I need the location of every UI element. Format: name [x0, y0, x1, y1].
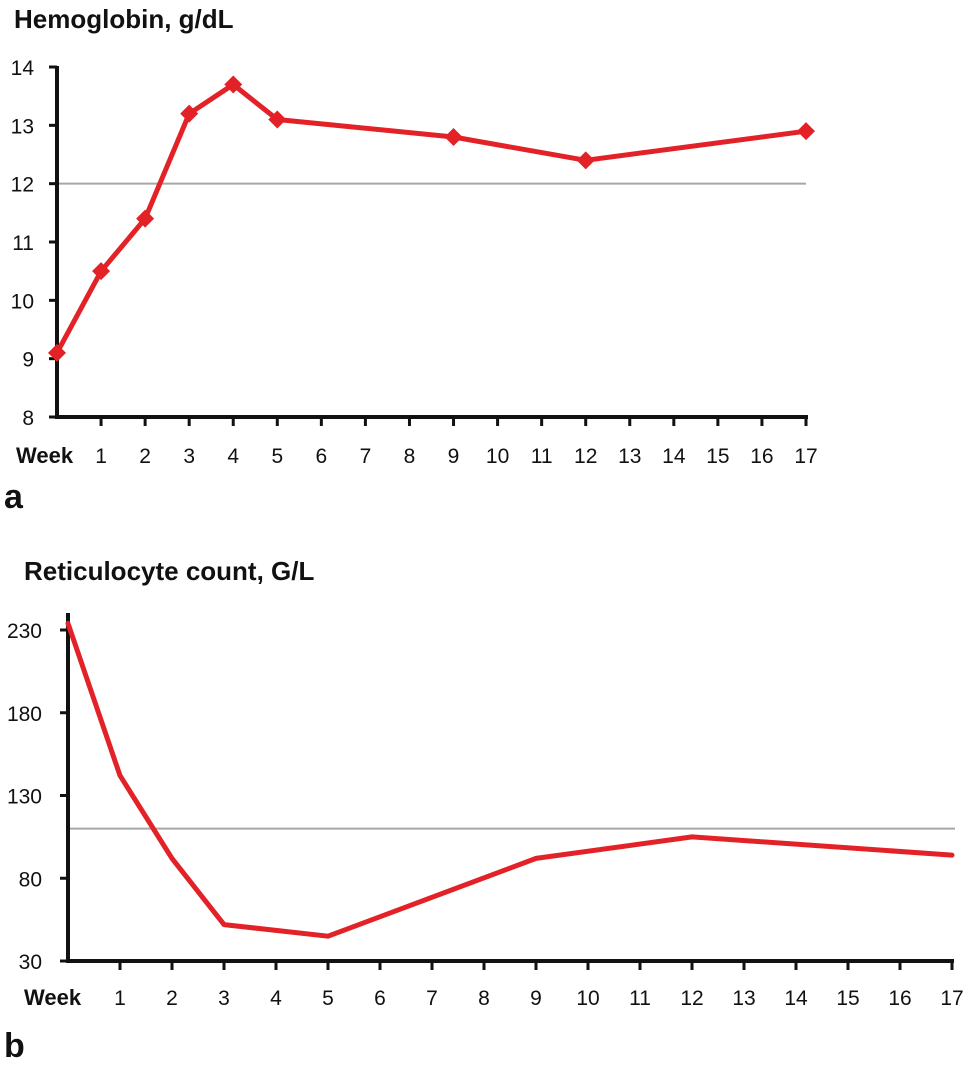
hemoglobin-x-tick-label: 16 — [750, 445, 773, 468]
hemoglobin-x-tick-label: 14 — [662, 445, 686, 468]
hemoglobin-chart-title: Hemoglobin, g/dL — [14, 4, 234, 34]
hemoglobin-x-axis-label: Week — [16, 443, 74, 468]
reticulocyte-x-tick-label: 15 — [836, 987, 859, 1010]
hemoglobin-data-point — [224, 75, 243, 94]
hemoglobin-series-line — [54, 82, 809, 356]
hemoglobin-x-tick-label: 11 — [531, 445, 553, 468]
reticulocyte-y-tick-label: 30 — [19, 951, 42, 974]
panel-label-a: a — [4, 478, 24, 516]
hemoglobin-x-tick-label: 7 — [360, 445, 372, 468]
panel-label-b: b — [4, 1027, 25, 1065]
hemoglobin-y-tick-label: 9 — [22, 349, 34, 372]
hemoglobin-y-tick-label: 12 — [11, 174, 34, 197]
reticulocyte-x-tick-label: 3 — [218, 987, 230, 1010]
reticulocyte-x-tick-label: 7 — [426, 987, 438, 1010]
hemoglobin-x-tick-label: 12 — [574, 445, 597, 468]
hemoglobin-x-tick-label: 13 — [618, 445, 641, 468]
hemoglobin-x-tick-label: 8 — [404, 445, 416, 468]
hemoglobin-data-point — [48, 343, 66, 362]
reticulocyte-x-tick-label: 17 — [940, 987, 963, 1010]
hemoglobin-data-point — [92, 262, 111, 281]
hemoglobin-x-tick-label: 6 — [316, 445, 328, 468]
reticulocyte-x-tick-label: 6 — [374, 987, 386, 1010]
hemoglobin-data-point — [268, 110, 287, 129]
reticulocyte-y-tick-label: 80 — [19, 868, 42, 891]
reticulocyte-x-tick-label: 1 — [114, 987, 126, 1010]
hemoglobin-x-tick-label: 3 — [183, 445, 195, 468]
hemoglobin-data-point — [180, 104, 199, 123]
reticulocyte-x-tick-label: 4 — [270, 987, 282, 1010]
hemoglobin-x-tick-label: 9 — [448, 445, 460, 468]
hemoglobin-data-point — [797, 122, 815, 141]
reticulocyte-x-tick-label: 16 — [888, 987, 911, 1010]
reticulocyte-x-tick-label: 11 — [629, 987, 651, 1010]
reticulocyte-x-tick-label: 2 — [166, 987, 178, 1010]
hemoglobin-x-tick-label: 4 — [227, 445, 239, 468]
reticulocyte-x-tick-label: 9 — [530, 987, 542, 1010]
reticulocyte-y-tick-label: 230 — [7, 620, 42, 643]
reticulocyte-x-axis-label: Week — [24, 985, 82, 1010]
hemoglobin-x-tick-label: 5 — [271, 445, 283, 468]
reticulocyte-y-tick-label: 130 — [7, 786, 42, 809]
hemoglobin-y-tick-label: 10 — [11, 290, 34, 313]
hemoglobin-x-tick-label: 2 — [139, 445, 151, 468]
hemoglobin-x-tick-label: 10 — [486, 445, 509, 468]
reticulocyte-x-tick-label: 12 — [680, 987, 703, 1010]
reticulocyte-x-tick-label: 10 — [576, 987, 599, 1010]
reticulocyte-x-tick-label: 5 — [322, 987, 334, 1010]
reticulocyte-x-tick-label: 13 — [732, 987, 755, 1010]
hemoglobin-data-point — [136, 209, 155, 228]
reticulocyte-chart-title: Reticulocyte count, G/L — [24, 556, 314, 586]
hemoglobin-y-tick-label: 8 — [22, 407, 34, 430]
hemoglobin-data-point — [576, 151, 595, 170]
reticulocyte-x-tick-label: 8 — [478, 987, 490, 1010]
reticulocyte-x-tick-label: 14 — [784, 987, 808, 1010]
hemoglobin-data-point — [444, 128, 463, 146]
hemoglobin-y-tick-label: 11 — [12, 232, 34, 255]
hemoglobin-y-tick-label: 13 — [11, 115, 34, 138]
reticulocyte-y-tick-label: 180 — [7, 703, 42, 726]
hemoglobin-x-tick-label: 15 — [706, 445, 729, 468]
reticulocyte-series-line — [65, 620, 955, 939]
hemoglobin-x-tick-label: 1 — [95, 445, 107, 468]
hemoglobin-x-tick-label: 17 — [794, 445, 817, 468]
hemoglobin-y-tick-label: 14 — [11, 57, 35, 80]
